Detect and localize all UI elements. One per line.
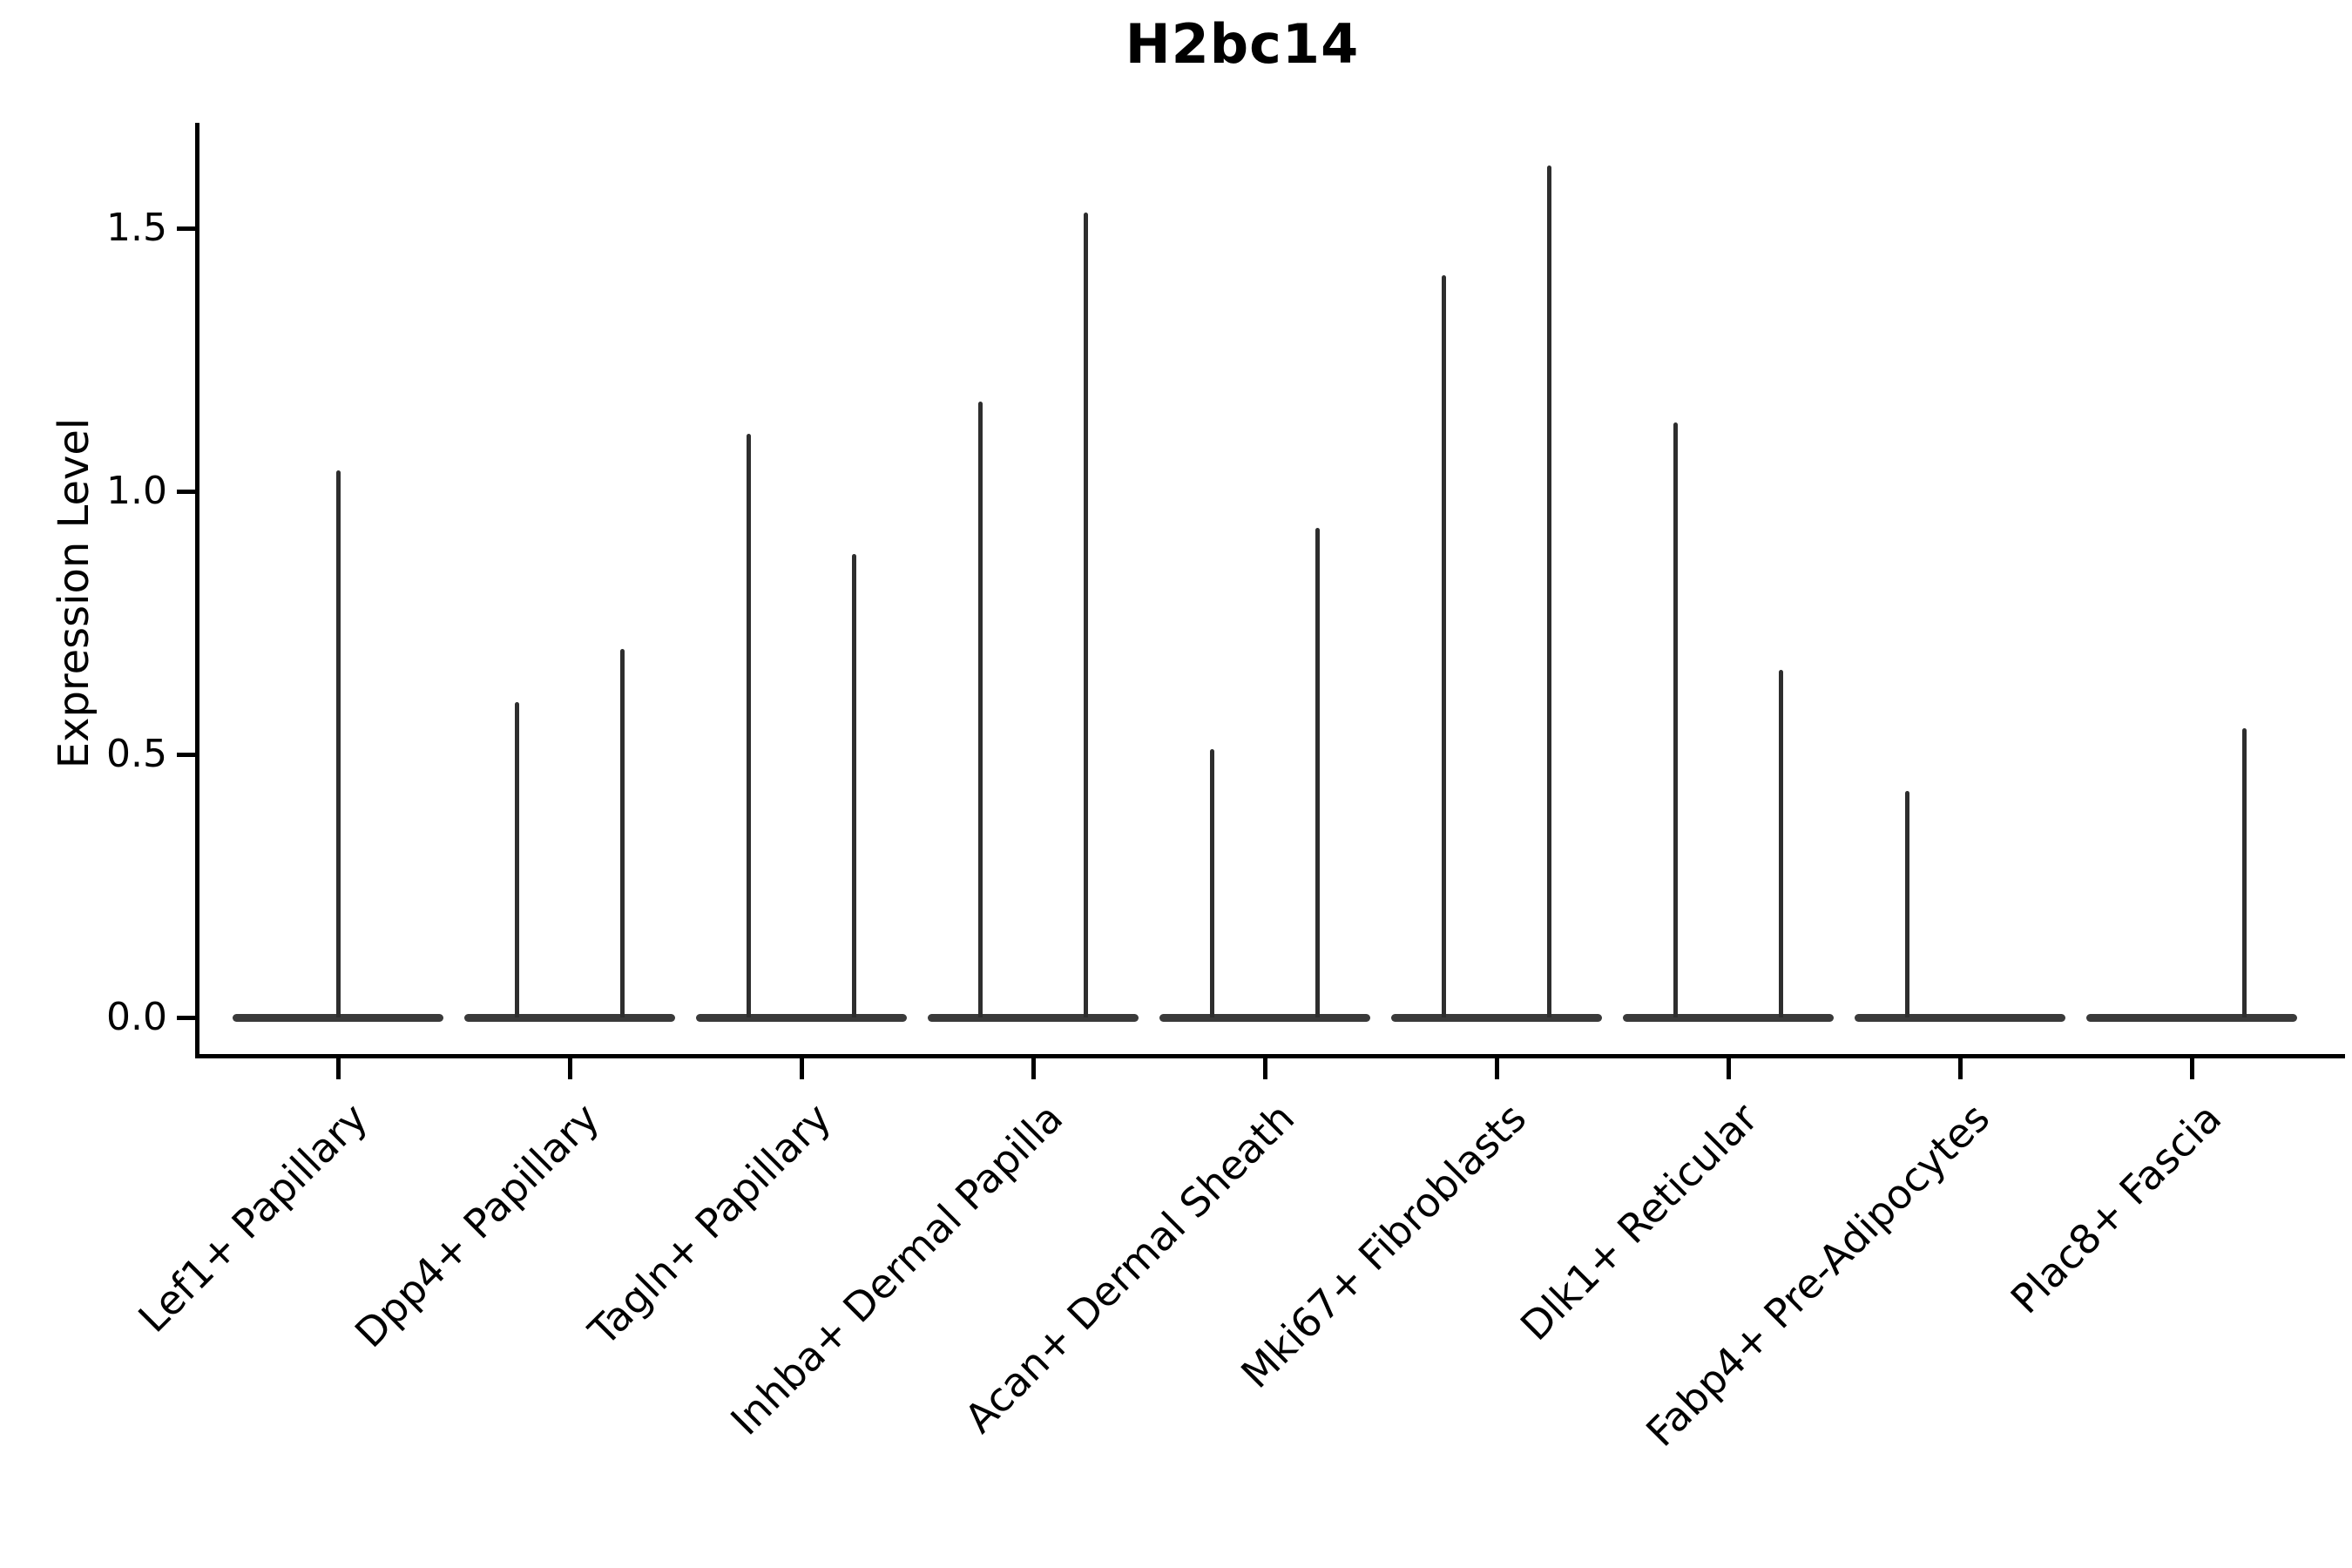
violin-spike xyxy=(515,701,519,1017)
y-axis-line xyxy=(195,123,199,1058)
y-tick-mark xyxy=(177,489,196,494)
x-tick-mark xyxy=(1726,1058,1731,1079)
violin-spike xyxy=(620,649,625,1017)
violin-baseline xyxy=(1623,1013,1834,1022)
violin-spike xyxy=(747,433,751,1017)
y-tick-mark xyxy=(177,1015,196,1020)
plot-title: H2bc14 xyxy=(1125,12,1360,76)
x-tick-mark xyxy=(1262,1058,1267,1079)
violin-baseline xyxy=(1855,1013,2065,1022)
violin-baseline xyxy=(1391,1013,1602,1022)
violin-baseline xyxy=(928,1013,1139,1022)
x-tick-mark xyxy=(1957,1058,1963,1079)
y-tick-mark xyxy=(177,226,196,231)
x-tick-mark xyxy=(567,1058,572,1079)
violin-spike xyxy=(1905,791,1909,1017)
x-tick-mark xyxy=(335,1058,341,1079)
violin-baseline xyxy=(2086,1013,2297,1022)
x-tick-mark xyxy=(2189,1058,2194,1079)
violin-spike xyxy=(1442,275,1446,1017)
y-tick-mark xyxy=(177,752,196,757)
violin-baseline xyxy=(464,1013,675,1022)
violin-baseline xyxy=(1159,1013,1370,1022)
violin-spike xyxy=(2242,727,2247,1017)
y-tick-label: 0.5 xyxy=(106,732,167,776)
x-tick-mark xyxy=(1494,1058,1499,1079)
y-tick-label: 1.0 xyxy=(106,469,167,513)
x-tick-mark xyxy=(799,1058,804,1079)
violin-spike xyxy=(1673,422,1678,1017)
y-tick-label: 1.5 xyxy=(106,206,167,250)
violin-spike xyxy=(1210,748,1214,1017)
x-tick-mark xyxy=(1031,1058,1036,1079)
violin-spike xyxy=(1315,528,1320,1017)
violin-spike xyxy=(1084,212,1088,1017)
violin-spike xyxy=(852,554,856,1017)
x-axis-line xyxy=(195,1054,2345,1058)
violin-spike xyxy=(1779,670,1783,1017)
violin-spike xyxy=(335,470,341,1017)
violin-baseline xyxy=(696,1013,907,1022)
y-tick-label: 0.0 xyxy=(106,995,167,1039)
y-axis-label: Expression Level xyxy=(50,417,98,769)
violin-spike xyxy=(1547,165,1551,1017)
violin-spike xyxy=(978,402,983,1017)
violin-baseline xyxy=(233,1013,443,1022)
